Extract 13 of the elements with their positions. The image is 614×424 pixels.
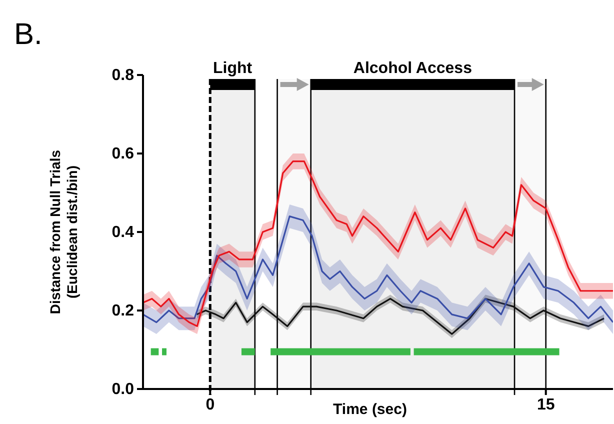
line-series: [143, 216, 613, 324]
y-tick-label: 0.0: [112, 381, 134, 398]
chart-title: B.: [14, 18, 42, 51]
band-label: Light: [212, 60, 253, 77]
y-tick-label: 0.8: [112, 67, 134, 84]
y-tick-label: 0.2: [112, 302, 134, 320]
y-tick-label: 0.4: [112, 224, 134, 242]
x-axis-title: Time (sec): [333, 401, 407, 418]
y-axis-title: Distance from Null Trials (Euclidean dist./bin): [47, 150, 80, 314]
x-tick-label: 15: [536, 396, 555, 414]
x-tick-label: 0: [206, 396, 215, 414]
band-label: Alcohol Access: [353, 60, 472, 77]
y-tick-label: 0.6: [112, 146, 134, 163]
